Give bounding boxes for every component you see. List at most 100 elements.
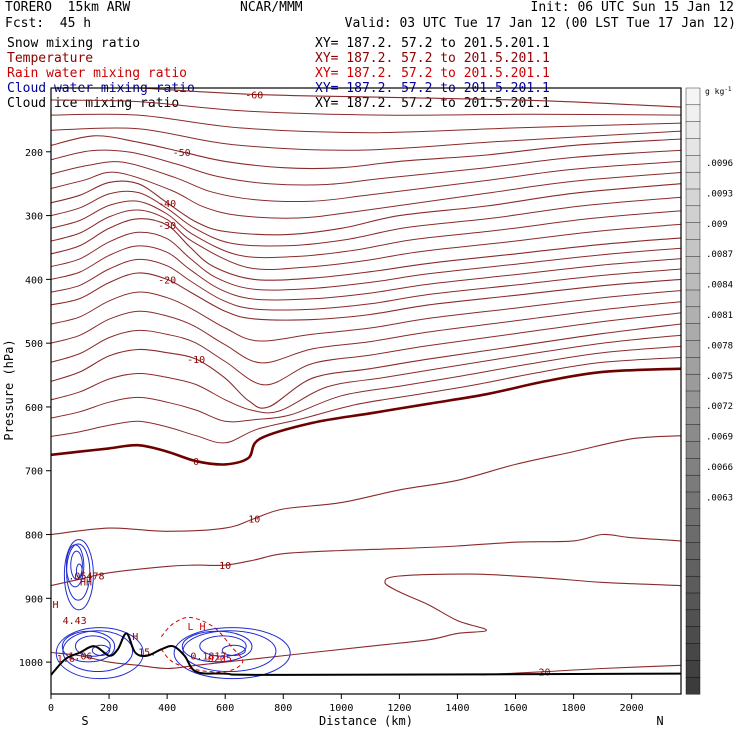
field-annotation: 15. [138, 648, 156, 659]
isotherm-minor [51, 334, 681, 414]
field-annotation: HH [80, 578, 92, 589]
field-temp-xy: XY= 187.2. 57.2 to 201.5.201.1 [315, 51, 550, 66]
field-snow-name: Snow mixing ratio [7, 36, 141, 51]
isotherm-label: -20 [158, 275, 176, 286]
y-tick-label: 700 [25, 467, 43, 478]
isotherm-label: 0 [193, 457, 199, 468]
colorbar-tick-label: .0087 [706, 250, 733, 260]
isotherm--10 [51, 323, 681, 409]
colorbar-tick-label: .0072 [706, 402, 733, 412]
colorbar-cell [685, 188, 701, 207]
x-tick-label: 1800 [562, 703, 586, 714]
colorbar-tick-label: .0078 [706, 341, 733, 351]
valid-time: Valid: 03 UTC Tue 17 Jan 12 (00 LST Tue … [344, 16, 736, 31]
isotherm-minor [51, 357, 681, 444]
colorbar-tick-label: .0093 [706, 189, 733, 199]
init-time: Init: 06 UTC Sun 15 Jan 12 [530, 0, 735, 15]
colorbar-cell [685, 104, 701, 123]
x-tick-label: 1200 [387, 703, 411, 714]
isotherm--20 [51, 272, 681, 321]
colorbar-cell [685, 390, 701, 409]
colorbar-cell [685, 508, 701, 527]
isotherm-warm-loop [51, 573, 681, 670]
colorbar-tick-label: .009 [706, 220, 728, 230]
cloud-blob-label: 1.06 [68, 651, 92, 662]
isotherm-minor [51, 190, 681, 247]
colorbar-tick-label: .0081 [706, 311, 733, 321]
colorbar-cell [685, 542, 701, 560]
terrain-line [51, 632, 681, 676]
colorbar-cell [685, 660, 701, 678]
y-tick-label: 800 [25, 531, 43, 542]
isotherm-minor [51, 160, 681, 203]
isotherm-0 [51, 367, 681, 466]
field-temp-name: Temperature [7, 51, 94, 66]
y-tick-label: 400 [25, 275, 43, 286]
x-tick-label: 1000 [329, 703, 353, 714]
field-rain-name: Rain water mixing ratio [7, 66, 188, 81]
x-tick-label: 600 [216, 703, 234, 714]
cloud-water-contour [62, 630, 134, 673]
isotherm-minor [51, 209, 681, 271]
isotherm-label: 10 [219, 561, 231, 572]
colorbar-cell [685, 609, 701, 628]
cloud-blob-label: 0.1817 [190, 651, 226, 662]
colorbar-tick-label: .0063 [706, 493, 733, 503]
colorbar-cell [685, 491, 701, 510]
isotherm-minor [51, 99, 681, 116]
x-tick-label: 800 [274, 703, 292, 714]
isotherm-10 [51, 435, 681, 536]
field-annotation: 4.43 [63, 616, 87, 627]
field-annotation: L H [187, 622, 205, 633]
colorbar-cell [685, 525, 701, 544]
cloud-water-contour [55, 627, 144, 680]
isotherm-label: 10 [248, 515, 260, 526]
colorbar-tick-label: .0096 [706, 159, 733, 169]
cloud-blob-label: .05478 [68, 572, 104, 583]
isotherm-minor [51, 345, 681, 423]
isotherm-label: -40 [158, 199, 176, 210]
field-annotation: 0205 [208, 654, 232, 665]
isotherm-label: -10 [187, 355, 205, 366]
colorbar-cell [685, 424, 701, 442]
colorbar-cell [685, 205, 701, 224]
isotherm-10 [51, 533, 681, 587]
colorbar-cell [685, 575, 701, 594]
colorbar-cell [685, 121, 701, 139]
isotherm-label: -60 [245, 90, 263, 101]
colorbar-cell [685, 138, 701, 156]
colorbar-cell [685, 256, 701, 274]
colorbar-tick-label: .0066 [706, 463, 733, 473]
colorbar-tick-label: .0084 [706, 281, 733, 291]
colorbar-cell [685, 289, 701, 308]
colorbar-cell [685, 474, 701, 493]
cloud-water-contour [66, 543, 91, 601]
plot-frame [50, 87, 682, 695]
colorbar-cell [685, 441, 701, 459]
colorbar-cell [685, 643, 701, 661]
colorbar-cell [685, 559, 701, 577]
colorbar-cell [685, 239, 701, 257]
colorbar-cell [685, 592, 701, 611]
colorbar-cell [685, 171, 701, 190]
colorbar-cell [685, 323, 701, 341]
field-snow-xy: XY= 187.2. 57.2 to 201.5.201.1 [315, 36, 550, 51]
field-rain-xy: XY= 187.2. 57.2 to 201.5.201.1 [315, 66, 550, 81]
x-tick-label: 0 [48, 703, 54, 714]
isotherm--50 [51, 135, 681, 170]
isotherm--60 [125, 88, 681, 108]
isotherm--30 [51, 218, 681, 281]
x-tick-label: 400 [158, 703, 176, 714]
colorbar-cell [685, 626, 701, 645]
x-tick-label: 1600 [503, 703, 527, 714]
isotherm-minor [51, 231, 681, 291]
cloud-water-contour [199, 635, 247, 657]
isotherm-minor [51, 312, 681, 386]
isotherm-minor [51, 258, 681, 311]
rain-water-contour [160, 616, 244, 673]
x-tick-label: 200 [100, 703, 118, 714]
y-axis-label: Pressure (hPa) [2, 339, 16, 440]
colorbar-cell [685, 155, 701, 173]
isotherm-minor [51, 127, 681, 151]
